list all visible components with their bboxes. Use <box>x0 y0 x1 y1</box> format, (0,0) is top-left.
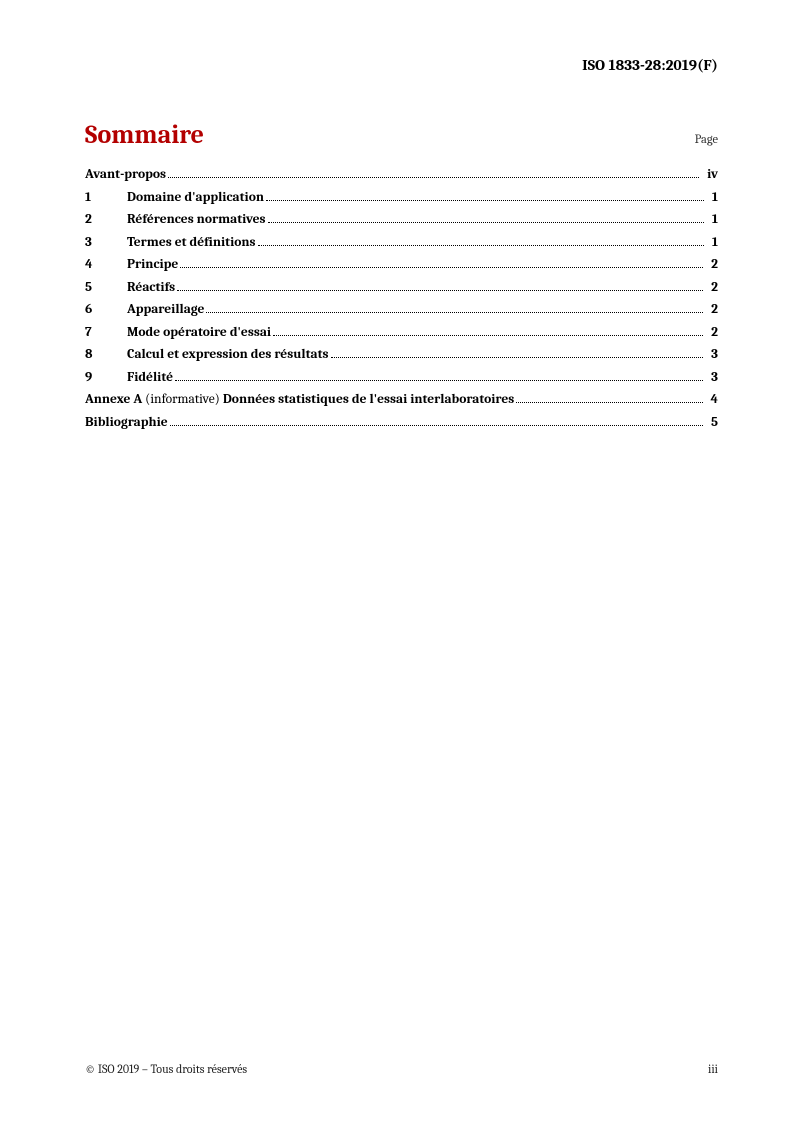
toc-entry-page: 3 <box>707 371 718 385</box>
toc-leader <box>258 245 704 246</box>
toc-entry-page: iv <box>703 168 718 182</box>
toc-leader <box>170 425 703 426</box>
toc-entry-label: Domaine d'application <box>127 191 264 205</box>
toc-entry-label: Termes et définitions <box>127 236 256 250</box>
toc-entry: 5Réactifs 2 <box>85 281 718 295</box>
document-id: ISO 1833-28:2019(F) <box>582 56 718 74</box>
toc-entry: Annexe A (informative) Données statistiq… <box>85 393 718 407</box>
toc-entry: 6Appareillage 2 <box>85 303 718 317</box>
toc-entry-label: Réactifs <box>127 281 175 295</box>
toc-entry: 9Fidélité 3 <box>85 371 718 385</box>
toc-entry-number: 1 <box>85 191 127 205</box>
toc-entry-page: 1 <box>708 191 718 205</box>
toc-leader <box>177 290 703 291</box>
toc-leader <box>180 267 703 268</box>
toc-entry: 7Mode opératoire d'essai 2 <box>85 326 718 340</box>
table-of-contents: Avant-proposiv1Domaine d'application12Ré… <box>85 168 718 429</box>
toc-entry-page: 2 <box>707 258 718 272</box>
toc-leader <box>273 335 703 336</box>
toc-leader <box>168 177 699 178</box>
toc-entry-label: Mode opératoire d'essai <box>127 326 271 340</box>
toc-entry-page: 2 <box>707 326 718 340</box>
page-footer: © ISO 2019 – Tous droits réservés iii <box>85 1062 718 1076</box>
toc-entry: 4Principe 2 <box>85 258 718 272</box>
toc-entry-page: 5 <box>707 416 718 430</box>
toc-entry-label: Avant-propos <box>85 168 166 182</box>
toc-entry-label: Appareillage <box>127 303 204 317</box>
toc-entry-number: 8 <box>85 348 127 362</box>
toc-entry-number: 9 <box>85 371 127 385</box>
toc-leader <box>206 312 703 313</box>
toc-leader <box>516 402 702 403</box>
toc-entry-label: Annexe A (informative) Données statistiq… <box>85 393 514 407</box>
toc-entry-label: Bibliographie <box>85 416 168 430</box>
toc-entry: Avant-propos iv <box>85 168 718 182</box>
toc-entry: 2Références normatives 1 <box>85 213 718 227</box>
toc-entry-number: 6 <box>85 303 127 317</box>
toc-entry-number: 5 <box>85 281 127 295</box>
toc-leader <box>175 380 703 381</box>
toc-entry-page: 1 <box>708 213 718 227</box>
toc-leader <box>268 222 704 223</box>
toc-entry-number: 2 <box>85 213 127 227</box>
footer-page-number: iii <box>708 1062 718 1076</box>
toc-entry: Bibliographie 5 <box>85 416 718 430</box>
toc-entry-page: 3 <box>707 348 718 362</box>
toc-entry-number: 3 <box>85 236 127 250</box>
toc-entry-page: 2 <box>707 303 718 317</box>
toc-entry: 3Termes et définitions 1 <box>85 236 718 250</box>
toc-entry-number: 4 <box>85 258 127 272</box>
toc-entry-page: 1 <box>708 236 718 250</box>
toc-page-label: Page <box>695 133 718 147</box>
toc-entry-label: Principe <box>127 258 178 272</box>
toc-leader <box>266 200 704 201</box>
toc-entry-label: Références normatives <box>127 213 266 227</box>
toc-header: Sommaire Page <box>85 120 718 150</box>
toc-entry-number: 7 <box>85 326 127 340</box>
toc-title: Sommaire <box>85 120 204 150</box>
toc-entry: 8Calcul et expression des résultats 3 <box>85 348 718 362</box>
footer-copyright: © ISO 2019 – Tous droits réservés <box>85 1062 247 1076</box>
toc-leader <box>331 357 704 358</box>
page: ISO 1833-28:2019(F) Sommaire Page Avant-… <box>0 0 793 1122</box>
toc-entry-page: 4 <box>707 393 718 407</box>
toc-entry-page: 2 <box>707 281 718 295</box>
toc-entry-label: Fidélité <box>127 371 173 385</box>
toc-entry-label: Calcul et expression des résultats <box>127 348 329 362</box>
toc-entry: 1Domaine d'application1 <box>85 191 718 205</box>
